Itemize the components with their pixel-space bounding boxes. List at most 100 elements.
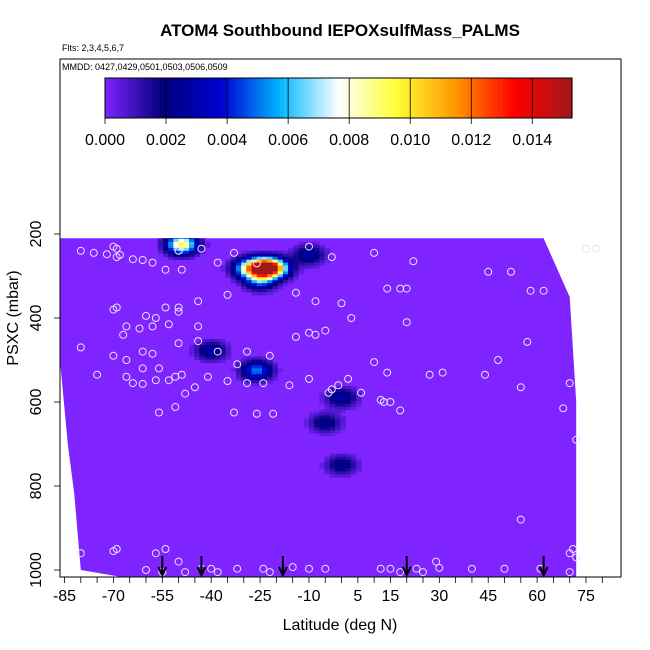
colorbar-cell — [280, 78, 285, 118]
data-point — [252, 409, 261, 418]
colorbar-cell — [132, 78, 137, 118]
colorbar-cell — [400, 78, 406, 118]
heatmap-cell — [303, 244, 310, 249]
colorbar-cell — [521, 78, 526, 118]
heatmap-cell — [335, 427, 341, 431]
heatmap-cell — [168, 250, 174, 255]
heatmap-cell — [220, 265, 226, 269]
heatmap-cell — [303, 424, 310, 428]
colorbar-cell — [428, 78, 433, 118]
heatmap-cell — [251, 371, 258, 375]
heatmap-cell — [235, 280, 242, 284]
heatmap-cell — [345, 453, 352, 457]
data-point — [102, 250, 111, 259]
x-tick-label: -25 — [249, 588, 272, 605]
heatmap-cell — [241, 377, 247, 381]
heatmap-cell — [235, 377, 242, 381]
heatmap-cell — [246, 274, 252, 278]
heatmap-cell — [293, 277, 299, 281]
data-point — [151, 314, 160, 322]
heatmap-cell — [345, 400, 352, 405]
heatmap-cell — [340, 415, 346, 419]
data-point — [122, 356, 131, 364]
heatmap-cell — [189, 244, 195, 249]
heatmap-cell — [262, 359, 268, 363]
data-point — [383, 368, 392, 377]
heatmap-cell — [293, 247, 299, 252]
heatmap-cell — [251, 365, 258, 369]
heatmap-cell — [303, 418, 310, 422]
heatmap-cell — [189, 241, 195, 246]
heatmap-cell — [162, 253, 169, 258]
heatmap-cell — [324, 427, 331, 431]
colorbar-cell — [307, 78, 312, 118]
heatmap-cell — [288, 277, 294, 281]
flight-markers — [157, 556, 549, 578]
heatmap-cell — [272, 262, 279, 266]
colorbar-cell — [311, 78, 316, 118]
heatmap-cell — [293, 253, 299, 258]
heatmap-cell — [267, 291, 273, 296]
heatmap-cell — [184, 230, 190, 233]
heatmap-cell — [183, 244, 190, 249]
colorbar-cell — [533, 78, 538, 118]
heatmap-cell — [241, 253, 247, 258]
heatmap-cell — [340, 424, 346, 428]
data-point — [516, 515, 525, 524]
heatmap-cell — [262, 277, 268, 281]
colorbar-cell — [315, 78, 320, 118]
heatmap-cell — [303, 250, 310, 255]
heatmap-cell — [168, 238, 174, 240]
heatmap-cell — [215, 339, 221, 343]
heatmap-cell — [199, 356, 206, 360]
heatmap-cell — [241, 259, 247, 263]
heatmap-cell — [199, 233, 205, 236]
heatmap-cell — [329, 421, 336, 425]
heatmap-cell — [256, 265, 263, 269]
colorbar-cell — [287, 78, 293, 118]
colorbar-cell — [155, 78, 161, 118]
data-point — [138, 347, 147, 356]
colorbar-tick-label: 0.002 — [146, 132, 186, 149]
heatmap-cell — [324, 250, 331, 255]
colorbar-cell — [225, 78, 231, 118]
heatmap-cell — [194, 344, 200, 349]
data-point — [128, 255, 137, 264]
colorbar-cell — [124, 78, 129, 118]
heatmap-cell — [262, 365, 268, 369]
heatmap-cell — [329, 433, 336, 437]
data-point — [376, 564, 385, 573]
heatmap-cell — [225, 274, 232, 278]
data-point — [207, 564, 216, 573]
colorbar-cell — [194, 78, 199, 118]
data-point — [243, 379, 251, 388]
heatmap-cell — [324, 397, 331, 402]
heatmap-cell — [277, 262, 284, 266]
colorbar-cell — [389, 78, 394, 118]
heatmap-cell — [256, 271, 263, 275]
data-point — [324, 388, 333, 397]
heatmap-cell — [199, 244, 206, 249]
data-point — [494, 356, 502, 364]
heatmap-cell — [319, 424, 325, 428]
colorbar-cell — [443, 78, 449, 118]
heatmap-cell — [288, 274, 294, 278]
heatmap-cell — [319, 412, 325, 416]
colorbar-cell — [229, 78, 235, 118]
heatmap-cell — [319, 394, 325, 399]
data-point — [148, 349, 157, 358]
colorbar-cell — [210, 78, 215, 118]
heatmap-cell — [272, 250, 279, 255]
heatmap-cell — [184, 233, 190, 236]
x-tick-label: -70 — [102, 588, 125, 605]
data-point — [181, 568, 190, 577]
heatmap-cell — [189, 256, 195, 261]
colorbar-cell — [233, 78, 238, 118]
colorbar-tick-label: 0.014 — [512, 132, 552, 149]
data-point — [565, 568, 574, 577]
colorbar-cell — [357, 78, 363, 118]
colorbar-cell — [412, 78, 417, 118]
heatmap-cell — [209, 344, 216, 349]
heatmap-cell — [256, 383, 263, 387]
data-point — [119, 330, 128, 339]
